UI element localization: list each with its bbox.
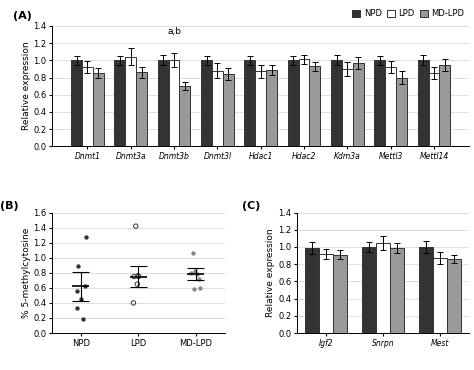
Bar [396,77,407,146]
Point [134,273,142,279]
Bar [418,60,428,146]
Point [81,283,89,289]
Point [79,316,87,322]
Point [130,273,138,279]
Text: (A): (A) [12,11,31,21]
Bar [362,247,376,333]
Bar [319,254,333,333]
Bar [333,255,347,333]
Bar [342,69,353,146]
Point [77,296,85,302]
Point [132,223,139,229]
Bar [266,70,277,146]
Point [74,263,82,269]
Bar [245,60,255,146]
Point [190,286,198,292]
Y-axis label: Relative expression: Relative expression [21,42,30,131]
Point [191,268,199,274]
Bar [419,247,433,333]
Point [134,281,141,287]
Point [189,250,197,256]
Bar [385,67,396,146]
Bar [136,73,147,146]
Bar [223,74,234,146]
Bar [114,60,125,146]
Y-axis label: % 5-methylcytosine: % 5-methylcytosine [21,228,30,318]
Bar [447,259,461,333]
Bar [158,60,169,146]
Bar [331,60,342,146]
Point [187,270,195,276]
Text: (C): (C) [242,201,260,211]
Bar [305,248,319,333]
Text: (B): (B) [0,201,19,211]
Point [82,234,90,240]
Bar [93,73,104,146]
Text: a,b: a,b [167,27,181,36]
Bar [82,67,93,146]
Point [135,273,142,279]
Point [193,271,201,277]
Point [195,276,203,282]
Point [73,288,81,294]
Bar [255,71,266,146]
Bar [376,243,390,333]
Bar [169,60,180,146]
Point [196,285,204,291]
Bar [180,86,190,146]
Legend: NPD, LPD, MD-LPD: NPD, LPD, MD-LPD [351,9,465,19]
Bar [201,60,212,146]
Bar [299,60,310,146]
Point [129,300,137,306]
Bar [374,60,385,146]
Point [73,305,81,311]
Bar [439,65,450,146]
Bar [433,258,447,333]
Bar [390,248,404,333]
Bar [288,60,299,146]
Bar [428,73,439,146]
Bar [353,63,364,146]
Bar [310,66,320,146]
Bar [212,71,223,146]
Bar [71,60,82,146]
Y-axis label: Relative expression: Relative expression [266,228,275,317]
Bar [125,57,136,146]
